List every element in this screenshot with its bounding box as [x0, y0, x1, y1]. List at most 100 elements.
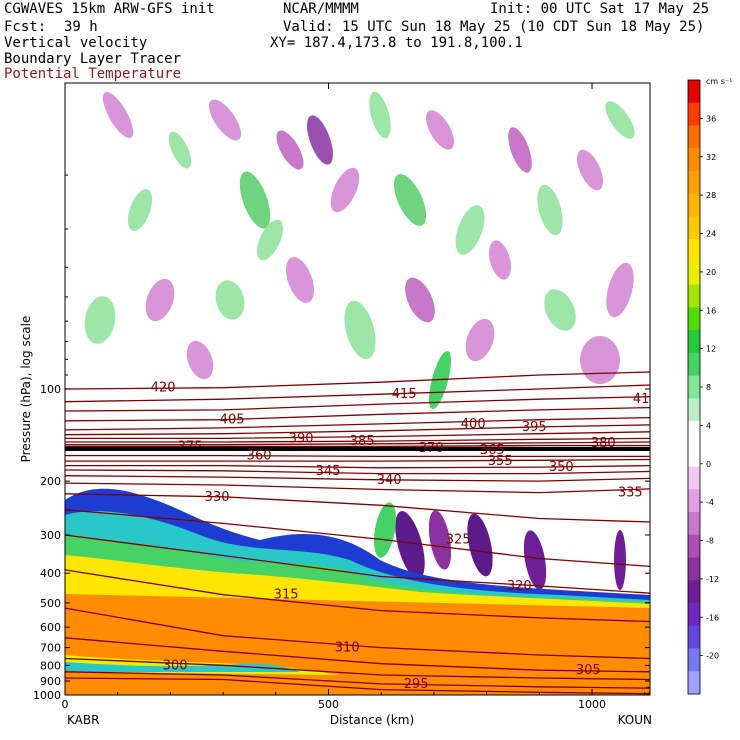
theta-line-290	[65, 677, 650, 695]
colorbar-label: 0	[706, 460, 711, 469]
theta-label-345: 345	[316, 464, 341, 479]
theta-line-340	[65, 475, 650, 482]
theta-label-295: 295	[404, 677, 429, 692]
velocity-cell	[580, 336, 620, 384]
colorbar-label: 20	[706, 268, 716, 277]
velocity-cell	[429, 350, 451, 410]
theta-label-290: 290	[645, 685, 670, 700]
colorbar-swatch	[688, 239, 700, 263]
cross-section-endpoints: XY= 187.4,173.8 to 191.8,100.1	[270, 35, 523, 51]
colorbar-swatch	[688, 148, 700, 172]
y-tick-label: 300	[40, 529, 61, 542]
field-boundary-layer-tracer: Boundary Layer Tracer	[4, 51, 182, 67]
theta-line-295	[65, 671, 650, 689]
velocity-cell	[102, 92, 134, 138]
x-tick-label: 0	[62, 698, 69, 711]
velocity-cell	[127, 189, 153, 231]
tracer-orange-layer	[65, 580, 650, 695]
fcst-label: Fcst:	[4, 19, 47, 35]
endpoint-left: KABR	[67, 713, 99, 727]
theta-label-390: 390	[289, 431, 314, 446]
y-tick-label: 400	[40, 567, 61, 580]
colorbar-swatch	[688, 671, 700, 695]
theta-line-330	[65, 493, 650, 523]
velocity-cell	[344, 300, 376, 360]
velocity-cell	[428, 510, 452, 570]
field-potential-temperature: Potential Temperature	[4, 66, 182, 82]
y-tick-label: 500	[40, 597, 61, 610]
theta-label-320: 320	[507, 579, 532, 594]
theta-line-310	[65, 607, 650, 660]
theta-label-395: 395	[522, 420, 547, 435]
theta-label-305: 305	[576, 663, 601, 678]
fcst-value: 39 h	[64, 19, 98, 35]
velocity-cell	[544, 289, 576, 331]
colorbar-label: -12	[706, 575, 719, 584]
theta-label-385: 385	[350, 434, 375, 449]
colorbar-swatch	[688, 125, 700, 149]
tracer-blue-edge	[65, 488, 650, 605]
theta-label-335: 335	[618, 486, 643, 501]
y-tick-label: 700	[40, 642, 61, 655]
colorbar-swatch	[688, 489, 700, 513]
theta-label-405: 405	[220, 413, 245, 428]
colorbar-label: 28	[706, 191, 716, 200]
y-tick-label: 900	[40, 675, 61, 688]
colorbar-label: 8	[706, 383, 711, 392]
velocity-cell	[286, 257, 314, 303]
y-tick-label: 200	[40, 475, 61, 488]
velocity-cell	[605, 101, 635, 139]
colorbar-label: 12	[706, 345, 716, 354]
x-tick-label: 1000	[578, 698, 606, 711]
theta-line-420	[65, 371, 650, 390]
theta-label-400: 400	[461, 417, 486, 432]
theta-label-310: 310	[335, 641, 360, 656]
theta-label-315: 315	[274, 588, 299, 603]
colorbar-label: 16	[706, 306, 716, 315]
y-tick-label: 1000	[33, 689, 61, 702]
velocity-cell	[465, 318, 495, 362]
colorbar-swatch	[688, 466, 700, 490]
colorbar-swatch	[688, 216, 700, 240]
theta-line-315	[65, 569, 650, 623]
colorbar-swatch	[688, 557, 700, 581]
y-tick-label: 600	[40, 621, 61, 634]
velocity-cell	[405, 277, 435, 323]
colorbar-label: -4	[706, 498, 714, 507]
velocity-cell	[257, 219, 283, 261]
theta-label-300: 300	[163, 658, 188, 673]
org-label: NCAR/MMMM	[283, 1, 359, 17]
theta-label-355: 355	[488, 454, 513, 469]
velocity-cell	[186, 340, 214, 380]
velocity-cell	[330, 167, 360, 213]
colorbar-swatch	[688, 421, 700, 445]
velocity-cell	[84, 296, 116, 344]
theta-line-355	[65, 458, 650, 462]
theta-line-305	[65, 637, 650, 673]
vertical-velocity-field	[65, 91, 650, 695]
theta-label-325: 325	[446, 532, 471, 547]
colorbar-swatch	[688, 261, 700, 286]
colorbar: 36 32 28 24 20 16 12 8 4 0 -4 -8 -12 -16 -20	[687, 79, 719, 695]
theta-label-420: 420	[151, 381, 176, 396]
colorbar-label: -20	[706, 652, 719, 661]
theta-line-300	[65, 657, 650, 681]
theta-line-325	[65, 509, 650, 568]
theta-line-360	[65, 454, 650, 458]
colorbar-label: -8	[706, 537, 714, 546]
theta-label-370: 370	[419, 441, 444, 456]
velocity-cell	[276, 130, 304, 170]
velocity-cell	[508, 127, 532, 173]
colorbar-swatch	[688, 171, 700, 195]
theta-label-330: 330	[205, 490, 230, 505]
theta-line-385	[65, 437, 650, 443]
theta-line-380	[65, 441, 650, 446]
colorbar-swatch	[688, 443, 700, 468]
tracer-yellow-band	[65, 555, 650, 608]
init-time: Init: 00 UTC Sat 17 May 25	[490, 1, 710, 17]
theta-label-410: 410	[633, 392, 658, 407]
theta-line-405	[65, 406, 650, 422]
colorbar-label: 36	[706, 114, 716, 123]
